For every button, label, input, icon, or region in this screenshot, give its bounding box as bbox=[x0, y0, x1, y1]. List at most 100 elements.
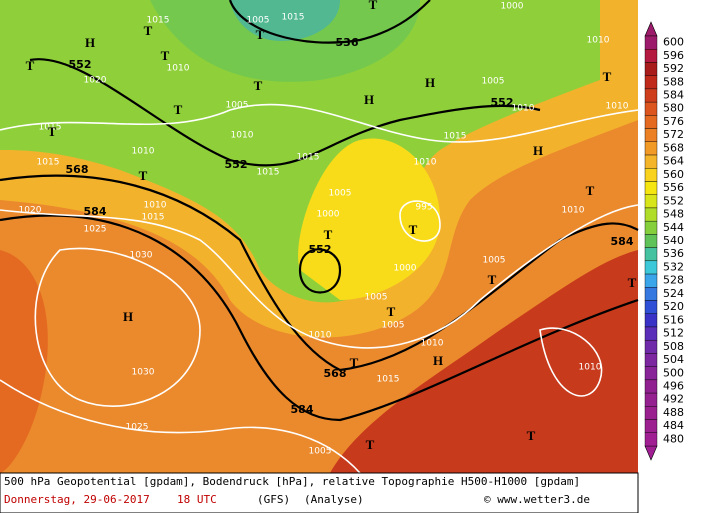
isobar bbox=[0, 204, 639, 349]
colorbar-swatch bbox=[644, 406, 658, 420]
isobar bbox=[0, 379, 361, 474]
colorbar-label: 564 bbox=[663, 155, 684, 168]
pressure-system: T bbox=[603, 69, 612, 84]
footer-time: 18 UTC bbox=[177, 493, 217, 506]
footer-credit: © www.wetter3.de bbox=[484, 493, 590, 506]
pressure-system: T bbox=[26, 58, 35, 73]
colorbar-label: 536 bbox=[663, 247, 684, 260]
pressure-system: H bbox=[433, 353, 443, 368]
colorbar-label: 572 bbox=[663, 128, 684, 141]
colorbar-swatch bbox=[644, 260, 658, 275]
geopotential-label: 552 bbox=[491, 96, 514, 109]
colorbar-label: 496 bbox=[663, 379, 684, 392]
geopotential-label: 584 bbox=[291, 403, 314, 416]
field-cyan bbox=[150, 0, 420, 82]
colorbar-swatch bbox=[644, 326, 658, 341]
colorbar-label: 480 bbox=[663, 432, 684, 445]
colorbar-swatch bbox=[644, 432, 658, 447]
isobar-label: 1010 bbox=[231, 131, 254, 141]
footer-run: (Analyse) bbox=[304, 493, 364, 506]
colorbar-label: 556 bbox=[663, 181, 684, 194]
colorbar-label: 504 bbox=[663, 353, 684, 366]
contour bbox=[228, 0, 431, 44]
field-yellow-core bbox=[298, 138, 440, 300]
footer-description: 500 hPa Geopotential [gpdam], Bodendruck… bbox=[4, 475, 580, 488]
pressure-system: H bbox=[364, 92, 374, 107]
isobar-label: 1015 bbox=[37, 158, 60, 168]
geopotential-label: 568 bbox=[66, 163, 89, 176]
pressure-system: T bbox=[488, 272, 497, 287]
colorbar-label: 540 bbox=[663, 234, 684, 247]
colorbar-swatch bbox=[644, 49, 658, 63]
colorbar-swatch bbox=[644, 287, 658, 301]
pressure-system: T bbox=[48, 124, 57, 139]
colorbar-label: 584 bbox=[663, 89, 684, 102]
colorbar-swatch bbox=[644, 339, 658, 354]
pressure-system: T bbox=[256, 27, 265, 42]
colorbar-swatch bbox=[644, 75, 658, 90]
colorbar-label: 544 bbox=[663, 221, 684, 234]
colorbar-swatch bbox=[644, 392, 658, 407]
isobar-label: 1015 bbox=[444, 132, 467, 142]
isobar bbox=[399, 200, 441, 242]
colorbar-swatch bbox=[644, 154, 658, 169]
geopotential-label: 584 bbox=[84, 205, 107, 218]
colorbar-label: 592 bbox=[663, 62, 684, 75]
contour bbox=[298, 248, 342, 294]
colorbar-label: 488 bbox=[663, 406, 684, 419]
geopotential-label: 584 bbox=[611, 235, 634, 248]
isobar bbox=[539, 327, 603, 397]
isobar-label: 1025 bbox=[126, 423, 149, 433]
isobar-label: 1010 bbox=[606, 102, 629, 112]
pressure-system: T bbox=[324, 227, 333, 242]
colorbar-label: 548 bbox=[663, 208, 684, 221]
isobar-label: 1015 bbox=[377, 375, 400, 385]
pressure-system: T bbox=[139, 168, 148, 183]
footer-date: Donnerstag, 29-06-2017 bbox=[4, 493, 150, 506]
colorbar-swatch bbox=[644, 101, 658, 116]
isobar-label: 1005 bbox=[382, 321, 405, 331]
isobars bbox=[0, 103, 639, 474]
pressure-system: T bbox=[350, 355, 359, 370]
pressure-system: T bbox=[254, 78, 263, 93]
isobar-label: 1010 bbox=[144, 201, 167, 211]
pressure-system: H bbox=[85, 35, 95, 50]
colorbar-swatch bbox=[644, 220, 658, 235]
colorbar-swatch bbox=[644, 419, 658, 433]
pressure-system: T bbox=[161, 48, 170, 63]
isobar-label: 1020 bbox=[19, 206, 42, 216]
isobar-label: 1010 bbox=[414, 158, 437, 168]
contour bbox=[0, 214, 639, 422]
isobar-label: 1010 bbox=[579, 363, 602, 373]
colorbar-label: 580 bbox=[663, 102, 684, 115]
isobar-label: 1005 bbox=[365, 293, 388, 303]
colorbar-swatch bbox=[644, 141, 658, 156]
pressure-system: T bbox=[174, 102, 183, 117]
field-green bbox=[0, 0, 600, 303]
colorbar-swatch bbox=[644, 128, 658, 143]
colorbar-swatch bbox=[644, 379, 658, 394]
isobar-label: 1030 bbox=[130, 251, 153, 261]
isobar bbox=[34, 247, 201, 407]
pressure-system: T bbox=[144, 23, 153, 38]
isobar-label: 1010 bbox=[167, 64, 190, 74]
colorbar-swatch bbox=[644, 194, 658, 209]
isobar-label: 1015 bbox=[282, 13, 305, 23]
colorbar-swatch bbox=[644, 247, 658, 262]
isobar-label: 1000 bbox=[501, 2, 524, 12]
pressure-system: T bbox=[527, 428, 536, 443]
isobar-label: 1010 bbox=[587, 36, 610, 46]
pressure-system: H bbox=[123, 309, 133, 324]
pressure-system: T bbox=[366, 437, 375, 452]
isobar-label: 1015 bbox=[147, 16, 170, 26]
colorbar-label: 484 bbox=[663, 419, 684, 432]
isobar-label: 1005 bbox=[309, 447, 332, 457]
pressure-system: T bbox=[628, 275, 637, 290]
geopotential-label: 568 bbox=[324, 367, 347, 380]
colorbar-label: 552 bbox=[663, 194, 684, 207]
pressure-system: T bbox=[369, 0, 378, 12]
colorbar-swatch bbox=[644, 234, 658, 248]
geopotential-label: 536 bbox=[336, 36, 359, 49]
pressure-system: T bbox=[409, 222, 418, 237]
